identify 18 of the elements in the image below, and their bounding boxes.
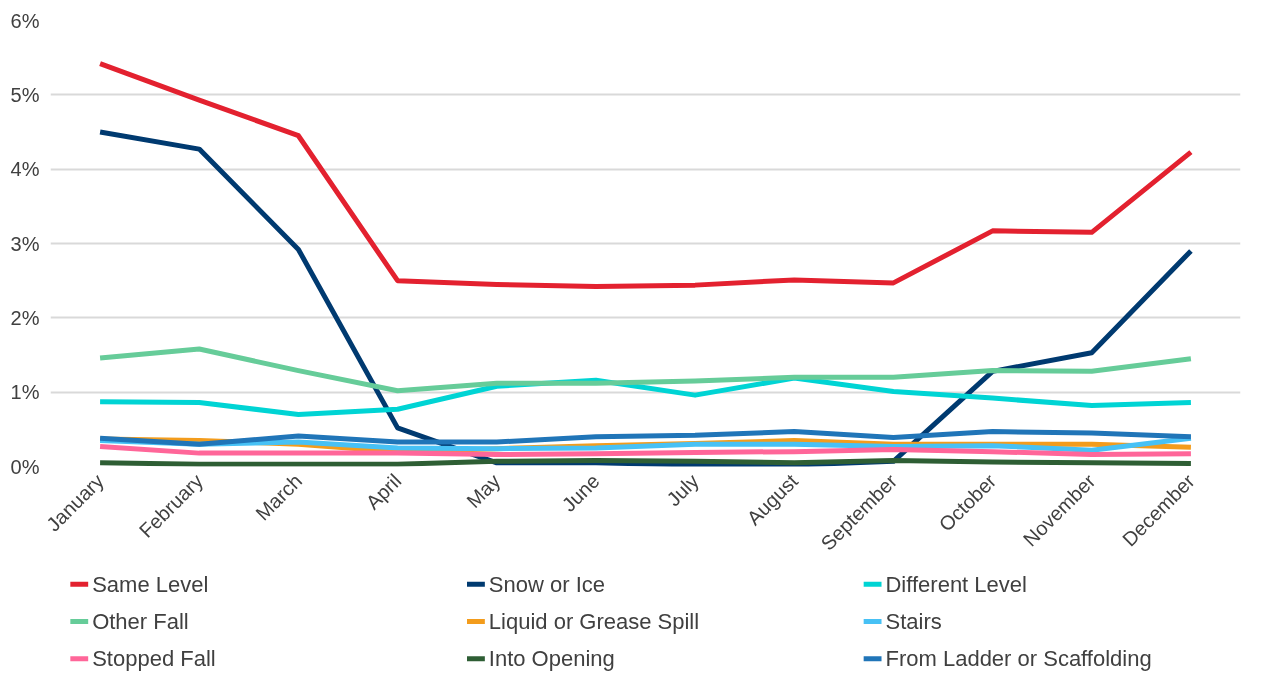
legend-label: From Ladder or Scaffolding: [885, 646, 1152, 672]
x-tick-label: May: [462, 469, 505, 512]
legend-label: Stopped Fall: [92, 646, 216, 672]
legend-label: Stairs: [885, 609, 942, 634]
y-tick-label: 1%: [10, 381, 40, 404]
y-tick-label: 5%: [10, 83, 40, 106]
y-tick-label: 0%: [10, 455, 40, 478]
legend-label: Different Level: [885, 571, 1027, 597]
y-tick-label: 3%: [10, 232, 40, 255]
x-tick-label: July: [662, 469, 703, 511]
legend-label: Other Fall: [92, 609, 189, 634]
y-tick-label: 4%: [10, 158, 40, 181]
legend-label: Liquid or Grease Spill: [488, 609, 700, 634]
legend-label: Same Level: [92, 571, 209, 597]
legend-label: Into Opening: [488, 646, 615, 672]
legend-label: Snow or Ice: [488, 571, 605, 597]
y-tick-label: 2%: [10, 306, 40, 329]
y-tick-label: 6%: [10, 9, 40, 32]
